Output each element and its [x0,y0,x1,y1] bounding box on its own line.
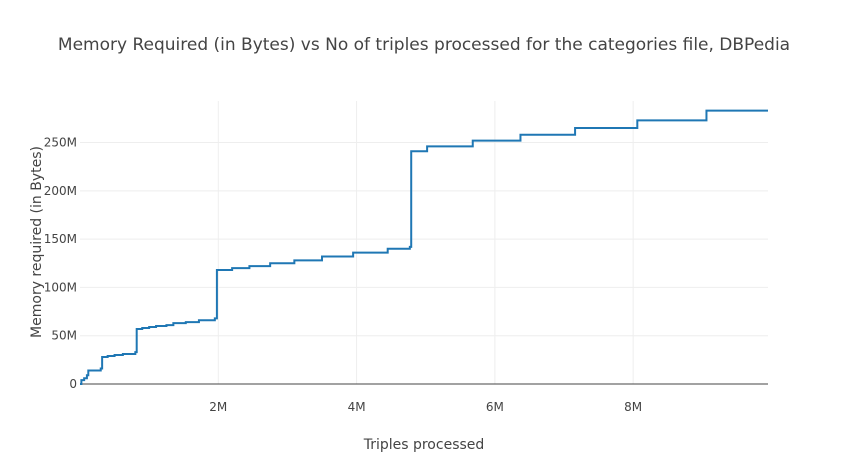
series-line [80,109,768,385]
y-tick-label: 150M [44,232,77,246]
series-layer [80,109,768,385]
grid-layer [80,101,768,385]
y-tick-label: 250M [44,136,77,150]
y-tick-label: 50M [51,329,77,343]
x-tick-label: 6M [486,400,504,414]
x-axis-title: Triples processed [363,437,485,453]
x-tick-label: 8M [624,400,642,414]
y-tick-label: 0 [69,377,77,391]
x-tick-label: 4M [348,400,366,414]
y-tick-labels: 0 50M 100M 150M 200M 250M [44,136,77,391]
y-tick-label: 200M [44,184,77,198]
y-axis-title: Memory required (in Bytes) [29,146,45,338]
x-tick-label: 2M [209,400,227,414]
y-tick-label: 100M [44,280,77,294]
x-tick-labels: 2M 4M 6M 8M [209,400,642,414]
chart-title: Memory Required (in Bytes) vs No of trip… [58,35,790,55]
